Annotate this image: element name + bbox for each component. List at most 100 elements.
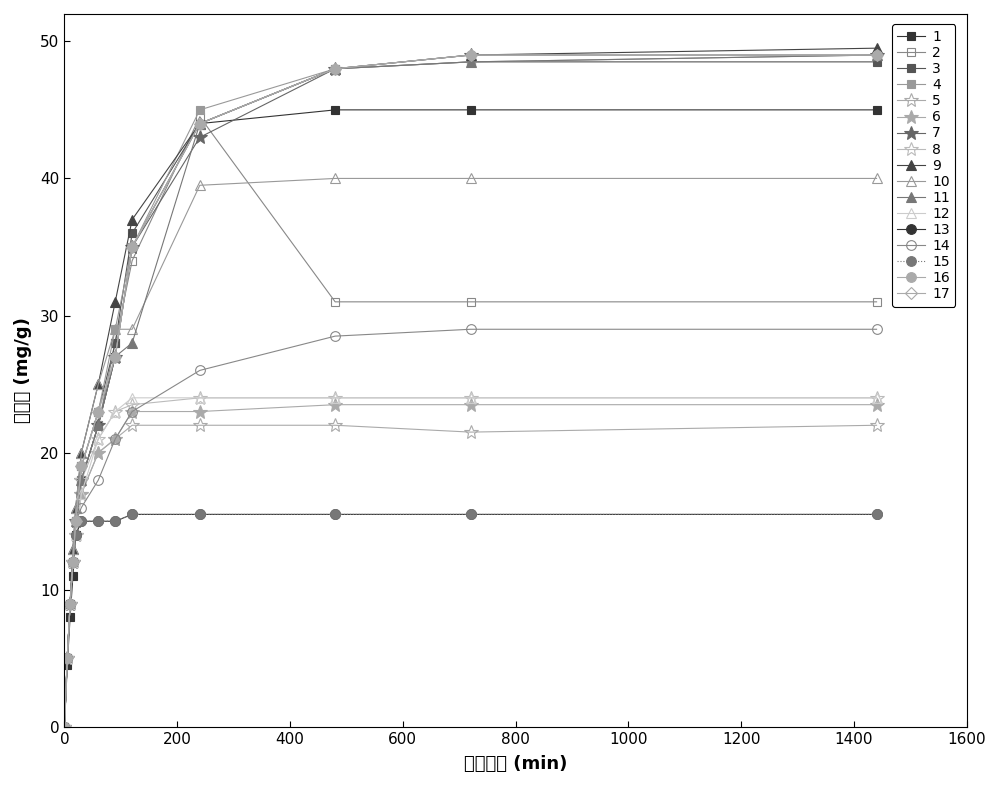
2 (61, 654, 73, 663)
1 (871, 105, 883, 115)
3 (871, 57, 883, 67)
9 (61, 654, 73, 663)
2 (465, 297, 477, 307)
7 (126, 242, 138, 252)
4 (67, 558, 79, 567)
6 (109, 434, 121, 444)
9 (75, 448, 87, 457)
11 (75, 475, 87, 485)
13 (92, 516, 104, 526)
15 (58, 722, 70, 732)
3 (61, 654, 73, 663)
6 (61, 654, 73, 663)
11 (70, 516, 82, 526)
3 (64, 599, 76, 608)
14 (58, 722, 70, 732)
5 (329, 420, 341, 430)
4 (126, 242, 138, 252)
13 (70, 530, 82, 540)
9 (92, 379, 104, 389)
5 (75, 489, 87, 498)
12 (58, 722, 70, 732)
5 (126, 420, 138, 430)
11 (126, 338, 138, 348)
17 (64, 599, 76, 608)
17 (61, 654, 73, 663)
8 (61, 654, 73, 663)
17 (58, 722, 70, 732)
12 (465, 393, 477, 402)
10 (64, 599, 76, 608)
12 (75, 489, 87, 498)
Line: 4: 4 (60, 51, 881, 731)
10 (67, 544, 79, 553)
12 (126, 393, 138, 402)
4 (70, 516, 82, 526)
11 (64, 599, 76, 608)
9 (465, 50, 477, 60)
8 (194, 393, 206, 402)
11 (329, 64, 341, 73)
15 (92, 516, 104, 526)
16 (109, 352, 121, 361)
17 (871, 50, 883, 60)
15 (194, 510, 206, 519)
7 (61, 654, 73, 663)
10 (61, 654, 73, 663)
12 (70, 530, 82, 540)
14 (67, 558, 79, 567)
1 (465, 105, 477, 115)
8 (329, 393, 341, 402)
13 (871, 510, 883, 519)
14 (329, 331, 341, 341)
8 (58, 722, 70, 732)
Line: 15: 15 (60, 509, 881, 732)
14 (871, 324, 883, 334)
6 (329, 400, 341, 409)
5 (70, 530, 82, 540)
13 (67, 558, 79, 567)
9 (109, 297, 121, 307)
17 (126, 242, 138, 252)
8 (67, 558, 79, 567)
16 (58, 722, 70, 732)
1 (67, 571, 79, 581)
11 (67, 558, 79, 567)
1 (61, 660, 73, 670)
1 (58, 722, 70, 732)
Line: 10: 10 (60, 174, 881, 732)
9 (126, 215, 138, 224)
13 (61, 654, 73, 663)
5 (109, 434, 121, 444)
X-axis label: 吸附时间 (min): 吸附时间 (min) (464, 755, 567, 773)
2 (67, 558, 79, 567)
10 (92, 379, 104, 389)
5 (67, 558, 79, 567)
17 (67, 558, 79, 567)
14 (109, 434, 121, 444)
Line: 5: 5 (58, 419, 884, 733)
15 (329, 510, 341, 519)
6 (64, 599, 76, 608)
1 (126, 242, 138, 252)
1 (75, 475, 87, 485)
17 (75, 462, 87, 471)
9 (58, 722, 70, 732)
6 (75, 489, 87, 498)
11 (465, 57, 477, 67)
7 (92, 420, 104, 430)
6 (58, 722, 70, 732)
7 (465, 50, 477, 60)
10 (109, 324, 121, 334)
6 (67, 558, 79, 567)
Line: 16: 16 (60, 50, 881, 732)
3 (58, 722, 70, 732)
17 (329, 64, 341, 73)
4 (61, 654, 73, 663)
2 (194, 112, 206, 121)
13 (58, 722, 70, 732)
1 (109, 352, 121, 361)
6 (126, 407, 138, 416)
9 (194, 119, 206, 128)
1 (64, 612, 76, 622)
